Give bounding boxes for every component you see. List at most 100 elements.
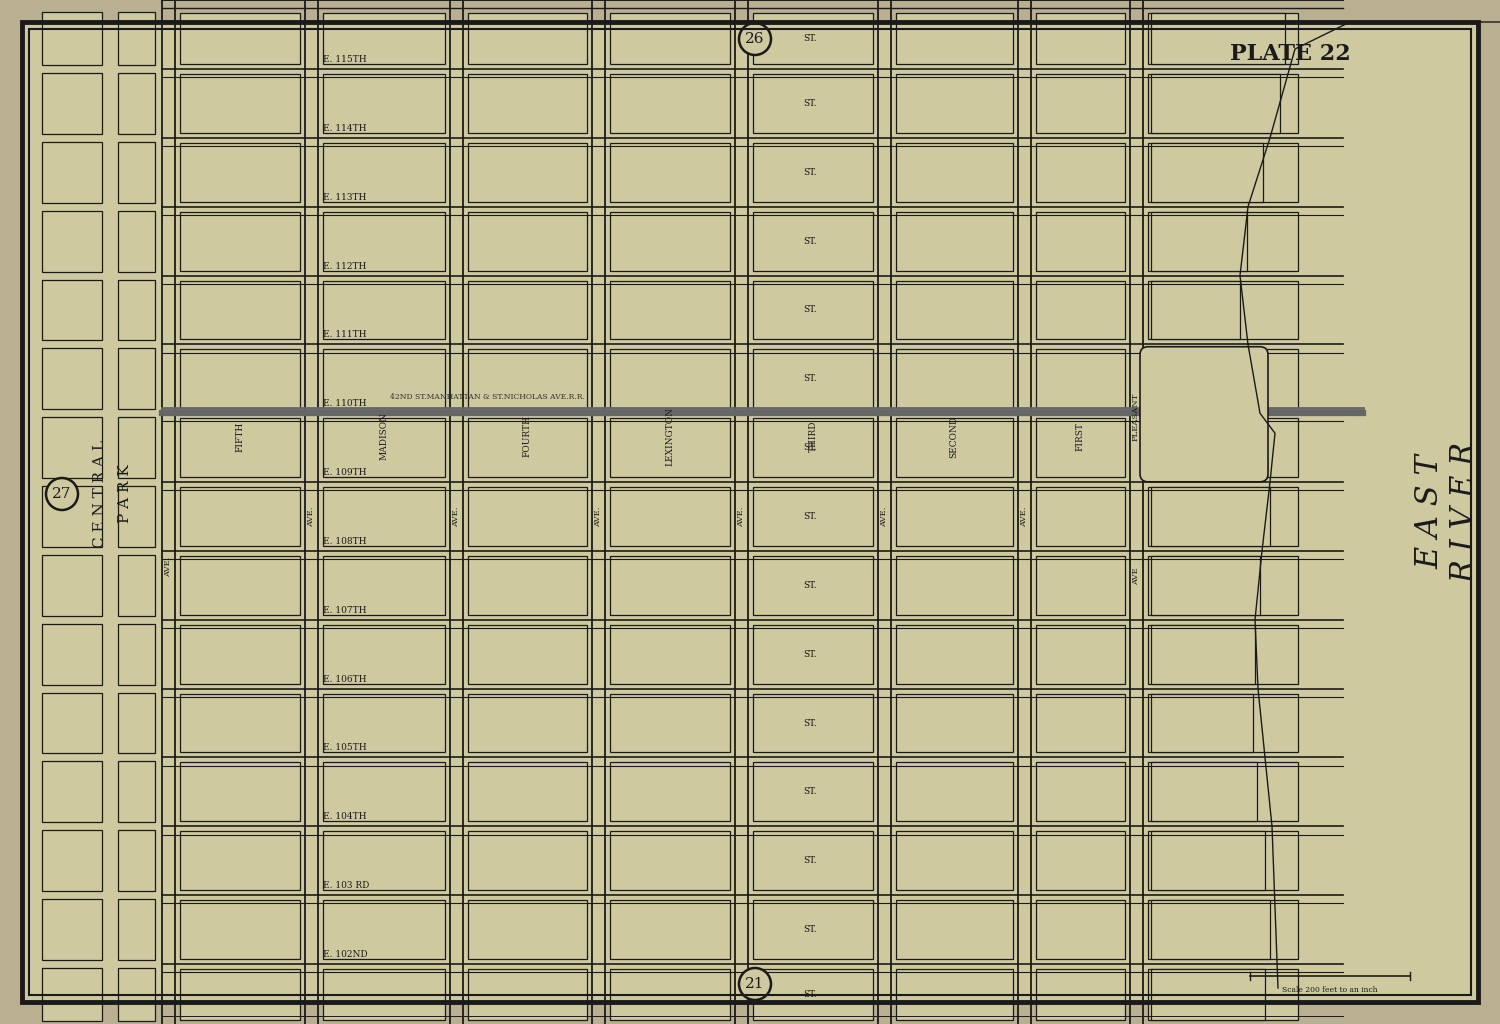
Bar xyxy=(180,418,300,477)
Bar xyxy=(896,831,1013,890)
Bar xyxy=(753,625,873,684)
Text: E. 110TH: E. 110TH xyxy=(322,399,366,409)
Text: 42ND ST.MANHATTAN & ST.NICHOLAS AVE.R.R.: 42ND ST.MANHATTAN & ST.NICHOLAS AVE.R.R. xyxy=(390,393,585,401)
Text: AVE.: AVE. xyxy=(736,506,746,526)
Bar xyxy=(1036,281,1125,339)
Text: SECOND: SECOND xyxy=(950,416,958,458)
Text: ST.: ST. xyxy=(802,990,818,998)
Bar xyxy=(896,142,1013,202)
Bar xyxy=(180,831,300,890)
Bar xyxy=(753,693,873,753)
Text: Scale 200 feet to an inch: Scale 200 feet to an inch xyxy=(1282,986,1378,994)
Bar xyxy=(610,969,730,1020)
Bar xyxy=(118,555,154,615)
Bar xyxy=(896,693,1013,753)
Text: 26: 26 xyxy=(746,32,765,46)
Bar xyxy=(180,969,300,1020)
Bar xyxy=(1148,969,1298,1020)
Bar xyxy=(180,349,300,409)
Bar xyxy=(896,763,1013,821)
Bar xyxy=(1148,349,1298,409)
Bar xyxy=(896,625,1013,684)
Bar xyxy=(118,348,154,410)
Bar xyxy=(42,486,102,547)
Bar xyxy=(42,142,102,203)
Bar xyxy=(1150,831,1264,890)
Bar xyxy=(753,487,873,546)
Bar xyxy=(42,348,102,410)
Bar xyxy=(180,487,300,546)
Bar xyxy=(1150,900,1270,959)
Bar xyxy=(896,349,1013,409)
Bar xyxy=(1036,763,1125,821)
Bar xyxy=(118,692,154,754)
Text: ST.: ST. xyxy=(802,719,818,727)
Text: R I V E R: R I V E R xyxy=(1449,441,1480,583)
Bar xyxy=(42,280,102,340)
Text: E. 106TH: E. 106TH xyxy=(322,675,366,684)
Bar xyxy=(1036,418,1125,477)
Bar xyxy=(118,280,154,340)
Bar xyxy=(753,212,873,270)
Text: ST.: ST. xyxy=(802,787,818,797)
Bar xyxy=(1150,349,1246,409)
Bar xyxy=(896,900,1013,959)
Bar xyxy=(1148,831,1298,890)
Bar xyxy=(1150,142,1263,202)
Bar xyxy=(1148,142,1298,202)
Bar xyxy=(610,74,730,133)
Text: E. 103 RD: E. 103 RD xyxy=(322,882,369,890)
Text: AVE.: AVE. xyxy=(1020,506,1028,526)
Bar xyxy=(610,13,730,63)
Text: AVE.: AVE. xyxy=(880,506,888,526)
Bar xyxy=(1150,693,1252,753)
Bar xyxy=(1148,900,1298,959)
Circle shape xyxy=(740,968,771,1000)
Bar xyxy=(322,349,446,409)
Bar xyxy=(1148,418,1298,477)
Circle shape xyxy=(740,23,771,55)
Bar xyxy=(322,556,446,614)
Text: LEXINGTON: LEXINGTON xyxy=(666,407,675,466)
Circle shape xyxy=(46,478,78,510)
Bar xyxy=(118,968,154,1021)
Bar xyxy=(610,349,730,409)
Bar xyxy=(42,555,102,615)
Bar xyxy=(468,142,586,202)
Bar xyxy=(753,969,873,1020)
Bar xyxy=(1036,556,1125,614)
Text: AVE.: AVE. xyxy=(594,506,602,526)
Text: AVE.: AVE. xyxy=(452,506,460,526)
Bar xyxy=(42,211,102,271)
Bar xyxy=(468,74,586,133)
Bar xyxy=(1148,487,1298,546)
Bar xyxy=(180,625,300,684)
Bar xyxy=(1148,763,1298,821)
Bar xyxy=(322,142,446,202)
Text: E. 102ND: E. 102ND xyxy=(322,950,368,959)
Bar xyxy=(118,211,154,271)
Bar xyxy=(1148,625,1298,684)
Bar xyxy=(610,831,730,890)
Text: PLATE 22: PLATE 22 xyxy=(1230,43,1350,65)
Bar xyxy=(1036,212,1125,270)
Bar xyxy=(896,556,1013,614)
Bar xyxy=(42,73,102,134)
Bar xyxy=(468,763,586,821)
Bar xyxy=(1150,763,1257,821)
Bar xyxy=(118,73,154,134)
Bar xyxy=(322,281,446,339)
Text: PLEASANT: PLEASANT xyxy=(1132,392,1140,440)
Bar xyxy=(1036,693,1125,753)
Bar xyxy=(118,899,154,959)
Text: ST.: ST. xyxy=(802,443,818,453)
Bar xyxy=(180,74,300,133)
Text: E A S T: E A S T xyxy=(1414,455,1446,569)
Bar xyxy=(1036,74,1125,133)
Bar xyxy=(180,900,300,959)
Bar xyxy=(180,142,300,202)
Bar xyxy=(1148,281,1298,339)
Bar xyxy=(753,763,873,821)
Bar xyxy=(1036,349,1125,409)
Text: ST.: ST. xyxy=(802,581,818,590)
